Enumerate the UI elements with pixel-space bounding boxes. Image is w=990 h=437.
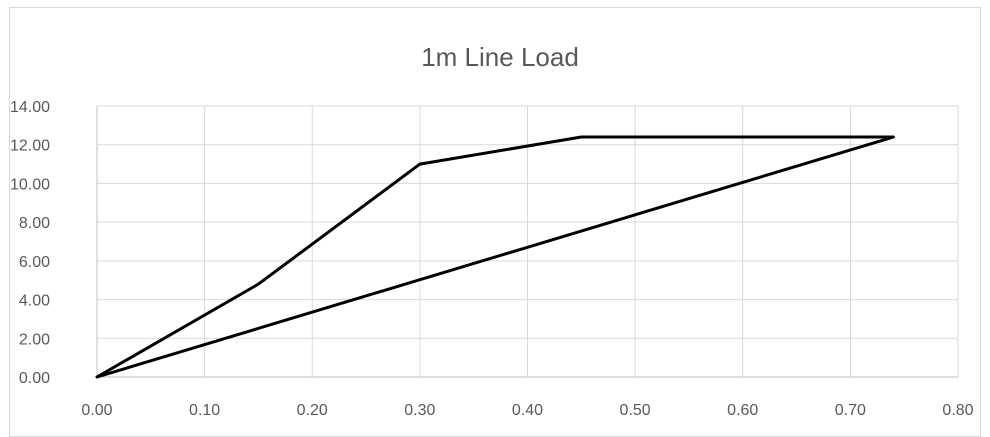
x-tick-label: 0.40	[512, 402, 543, 419]
series-line	[95, 135, 895, 379]
y-tick-label: 2.00	[19, 331, 50, 348]
y-tick-labels: 0.00 2.00 4.00 6.00 8.00 10.00 12.00 14.00	[10, 99, 50, 387]
y-tick-label: 12.00	[10, 138, 50, 155]
axes	[96, 106, 958, 378]
y-tick-label: 4.00	[19, 293, 50, 310]
y-tick-label: 6.00	[19, 254, 50, 271]
x-tick-label: 0.60	[727, 402, 758, 419]
y-tick-label: 0.00	[19, 370, 50, 387]
x-tick-label: 0.10	[189, 402, 220, 419]
series-layer	[95, 135, 895, 379]
x-tick-label: 0.80	[942, 402, 973, 419]
x-tick-label: 0.50	[620, 402, 651, 419]
chart-title: 1m Line Load	[421, 42, 579, 72]
y-tick-label: 10.00	[10, 176, 50, 193]
x-tick-label: 0.30	[404, 402, 435, 419]
y-tick-label: 14.00	[10, 99, 50, 116]
x-tick-label: 0.70	[835, 402, 866, 419]
y-tick-label: 8.00	[19, 215, 50, 232]
x-tick-label: 0.00	[81, 402, 112, 419]
x-tick-label: 0.20	[297, 402, 328, 419]
x-tick-labels: 0.00 0.10 0.20 0.30 0.40 0.50 0.60 0.70 0.80	[81, 402, 973, 419]
